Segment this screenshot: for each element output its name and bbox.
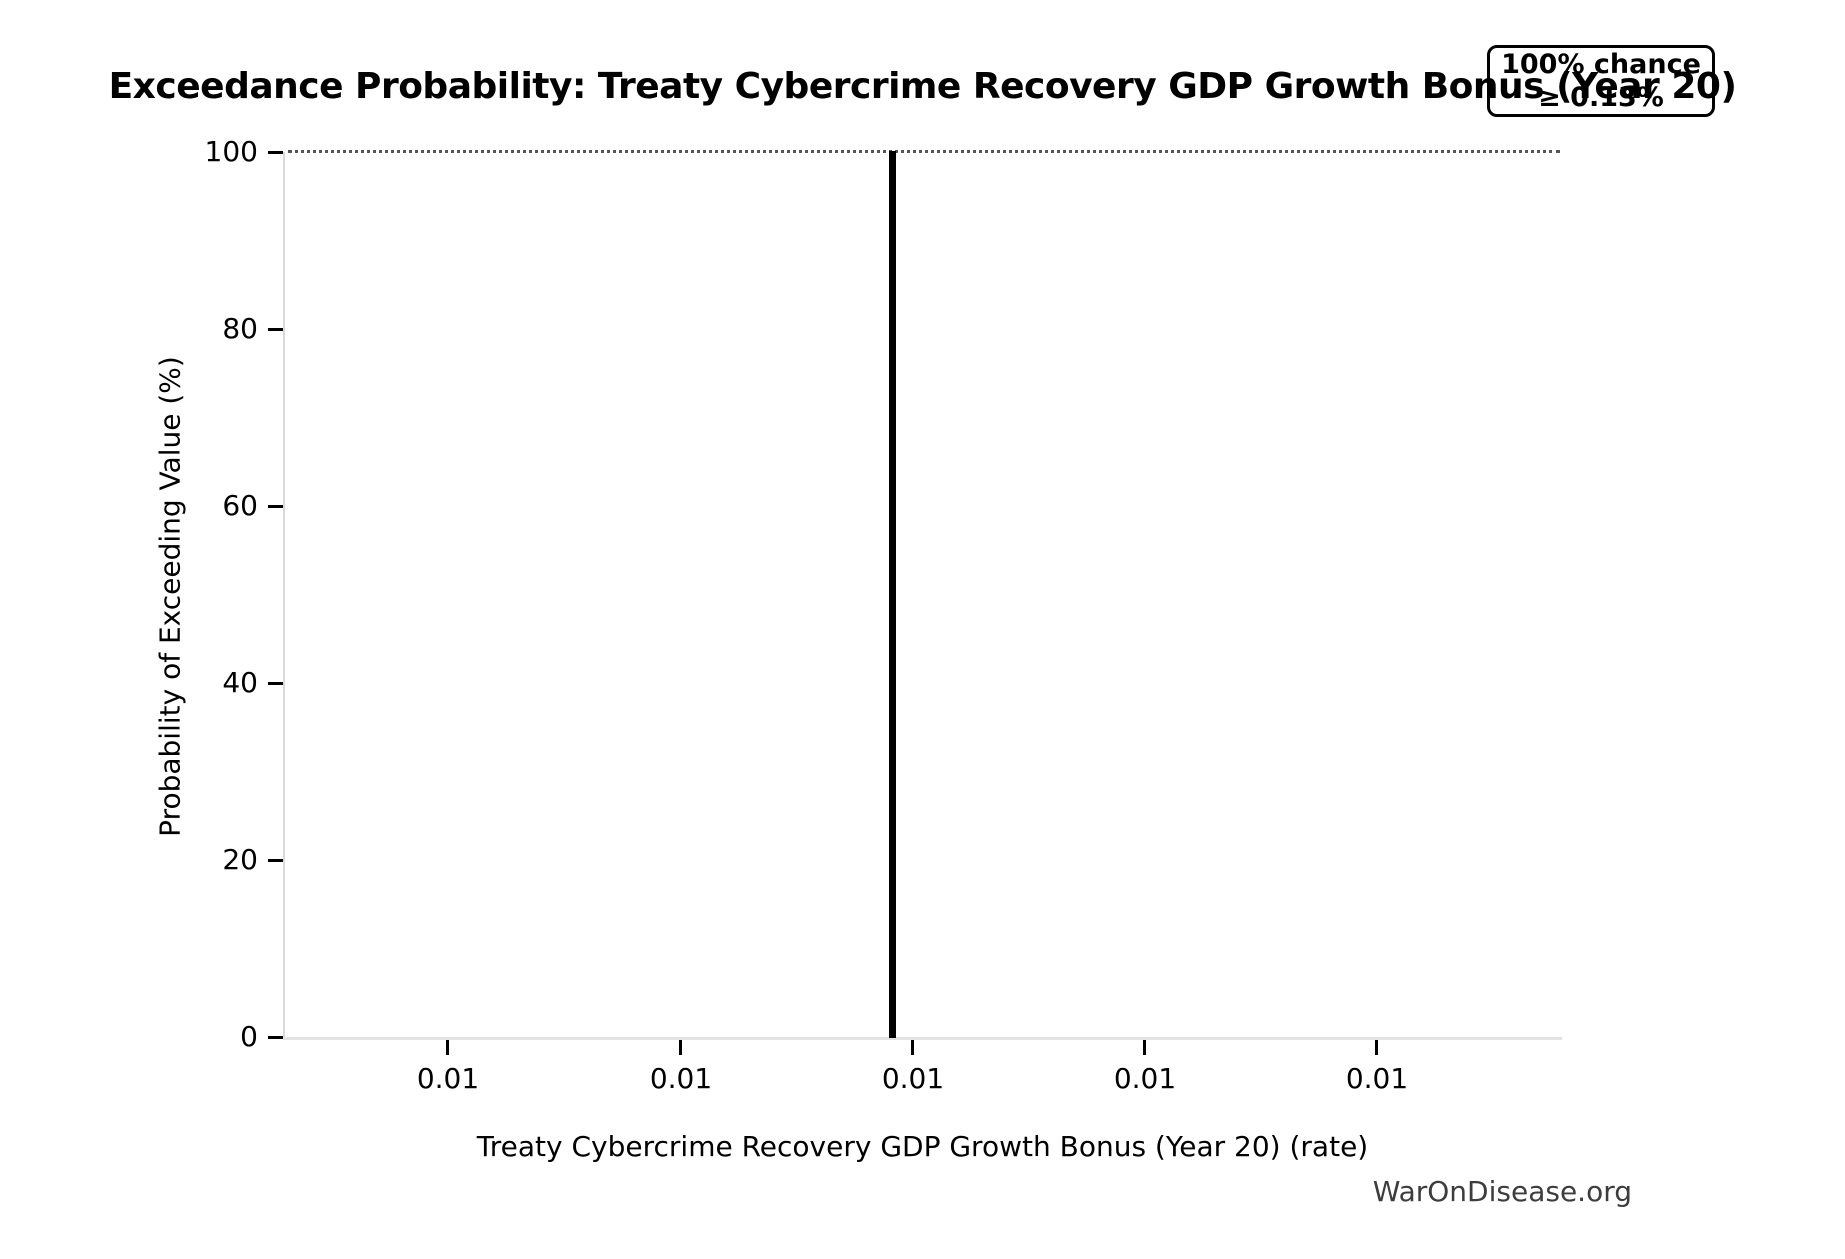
x-tick-label: 0.01	[416, 1062, 480, 1095]
x-tick-5	[1375, 1040, 1378, 1055]
y-tick-label: 20	[222, 843, 258, 876]
x-tick-label: 0.01	[1345, 1062, 1409, 1095]
annotation-threshold-text: ≥ 0.13%	[1538, 82, 1664, 113]
y-tick-label: 0	[240, 1020, 258, 1053]
chart-title: Exceedance Probability: Treaty Cybercrim…	[108, 66, 1737, 107]
y-tick-label: 40	[222, 666, 258, 699]
y-tick-label: 80	[222, 312, 258, 345]
y-tick-20	[268, 859, 283, 862]
annotation-chance-text: 100% chance	[1501, 49, 1701, 80]
y-tick-0	[268, 1036, 283, 1039]
x-axis-title: Treaty Cybercrime Recovery GDP Growth Bo…	[476, 1130, 1369, 1163]
gridline-100pct	[288, 150, 1560, 153]
x-tick-4	[1143, 1040, 1146, 1055]
exceedance-curve-line	[889, 151, 896, 1038]
x-tick-label: 0.01	[881, 1062, 945, 1095]
x-tick-3	[911, 1040, 914, 1055]
y-tick-label: 60	[222, 489, 258, 522]
y-tick-label: 100	[204, 135, 258, 168]
y-tick-80	[268, 328, 283, 331]
y-axis-title: Probability of Exceeding Value (%)	[153, 356, 187, 837]
watermark-text: WarOnDisease.org	[1372, 1175, 1632, 1208]
y-axis-spine	[283, 152, 285, 1038]
x-tick-1	[446, 1040, 449, 1055]
annotation-callout: 100% chance ≥ 0.13%	[1487, 45, 1715, 117]
x-tick-label: 0.01	[649, 1062, 713, 1095]
y-tick-40	[268, 682, 283, 685]
y-tick-100	[268, 151, 283, 154]
x-tick-label: 0.01	[1113, 1062, 1177, 1095]
y-tick-60	[268, 505, 283, 508]
x-tick-2	[679, 1040, 682, 1055]
x-axis-spine	[283, 1037, 1562, 1040]
